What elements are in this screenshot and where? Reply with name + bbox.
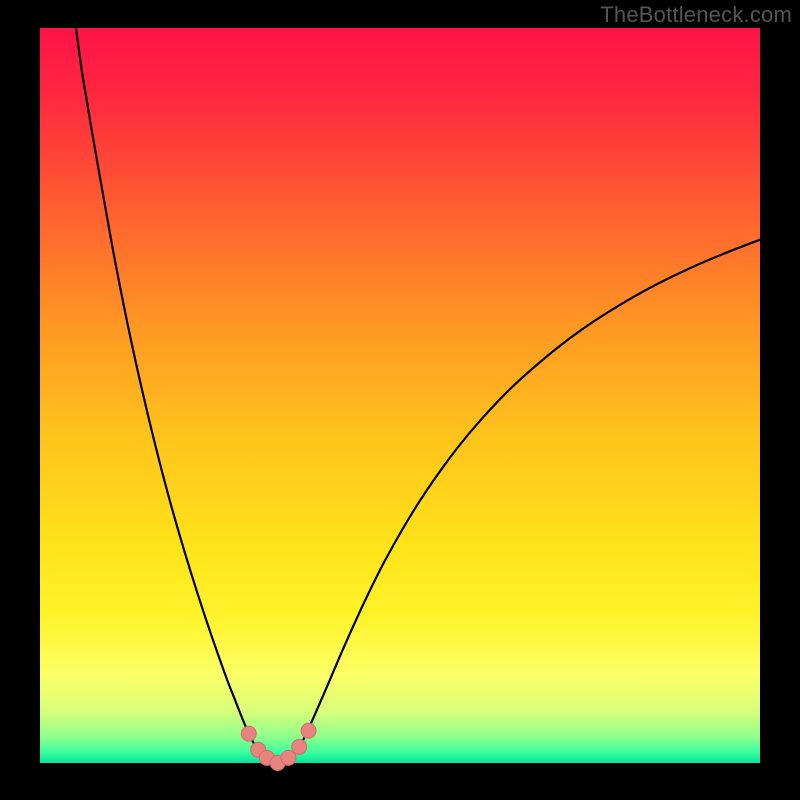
curve-marker	[292, 739, 307, 754]
curve-marker	[301, 723, 316, 738]
curve-marker	[281, 750, 296, 765]
watermark-text: TheBottleneck.com	[600, 2, 792, 28]
curve-marker	[241, 726, 256, 741]
bottleneck-chart	[0, 0, 800, 800]
plot-gradient-background	[40, 28, 760, 763]
